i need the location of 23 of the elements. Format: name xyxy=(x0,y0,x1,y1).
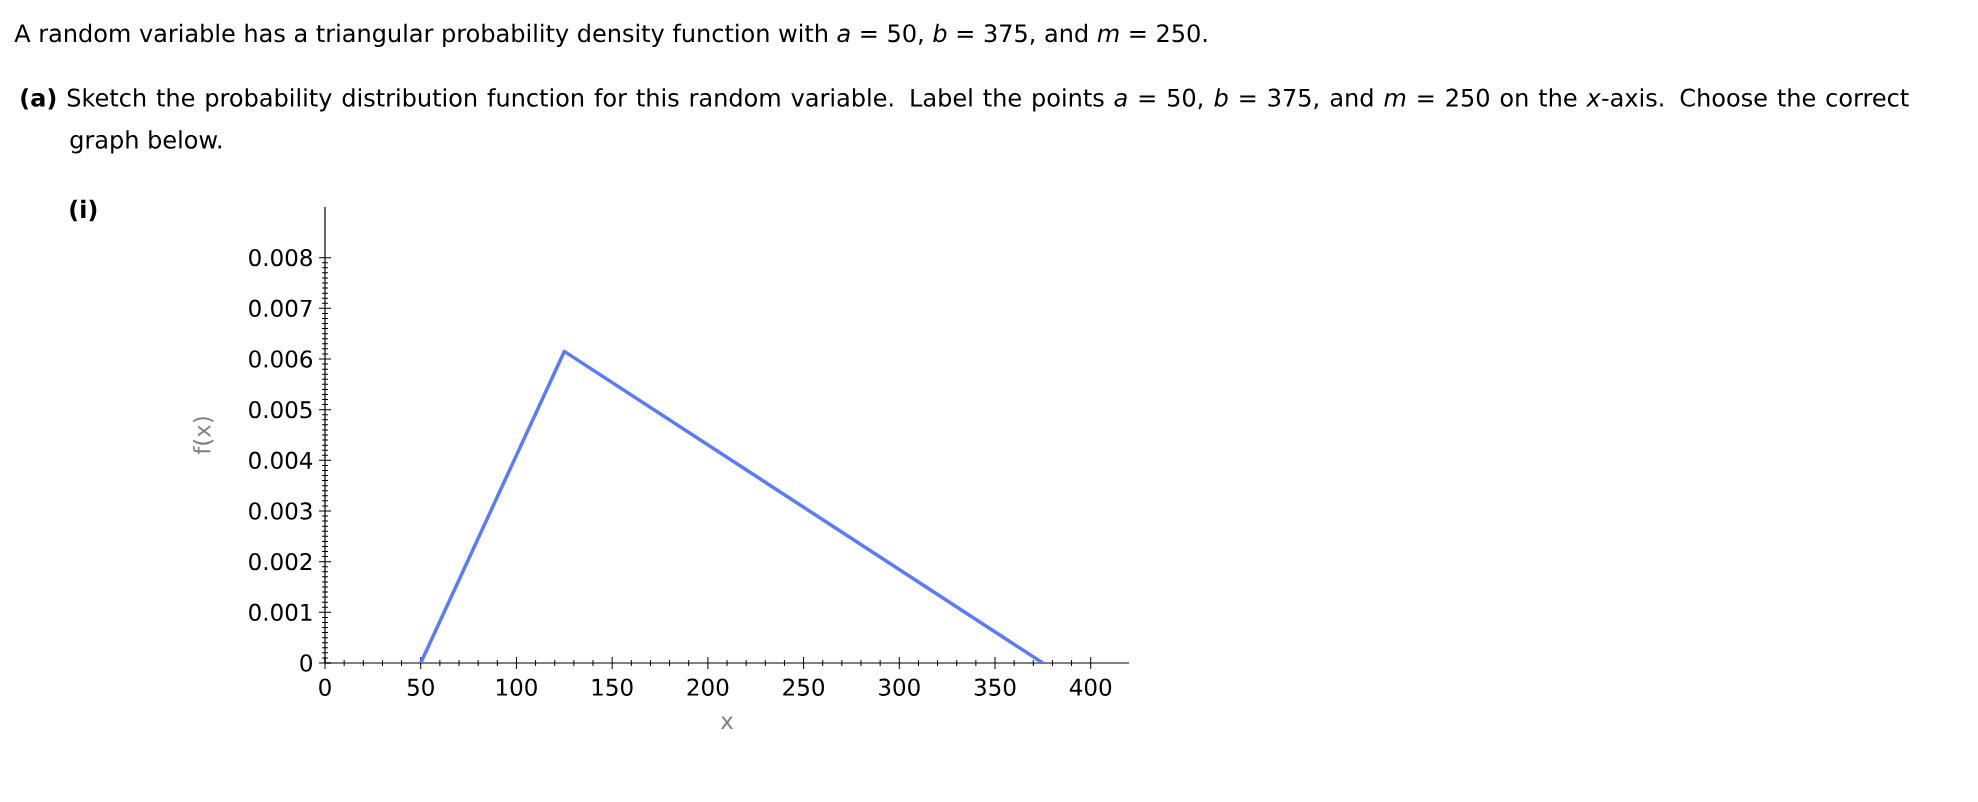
y-axis-title: f(x) xyxy=(192,417,214,455)
x-axis-title: x xyxy=(720,716,734,730)
x-tick-label: 0 xyxy=(319,678,331,696)
x-tick-label: 350 xyxy=(974,678,1016,696)
y-tick-label: 0.002 xyxy=(249,552,312,571)
text: (i) xyxy=(70,199,97,222)
x-tick-label: 200 xyxy=(687,678,729,696)
y-tick-label: 0.005 xyxy=(249,400,312,419)
y-tick-label: 0 xyxy=(300,654,312,672)
x-tick-label: 400 xyxy=(1069,678,1112,696)
text: (a) Sketch the probability distribution function for this random variable. Label the points a = 50, b = 375, and m = 250 on the x-axis. Choose the correct graph below. xyxy=(21,88,1909,154)
y-tick-label: 0.006 xyxy=(249,350,313,368)
y-tick-label: 0.008 xyxy=(249,248,312,267)
y-tick-label: 0.004 xyxy=(249,451,313,470)
x-tick-label: 300 xyxy=(879,678,920,696)
chart-title: A random variable has a triangular probability density function with a = 50, b = 375, and m = 250. xyxy=(14,23,1207,47)
x-tick-label: 50 xyxy=(407,678,434,696)
y-tick-label: 0.003 xyxy=(249,502,312,520)
x-tick-label: 100 xyxy=(497,678,537,696)
x-tick-label: 150 xyxy=(592,678,633,696)
x-tick-label: 250 xyxy=(783,678,824,696)
y-tick-label: 0.007 xyxy=(249,299,312,318)
y-tick-label: 0.001 xyxy=(249,603,312,622)
